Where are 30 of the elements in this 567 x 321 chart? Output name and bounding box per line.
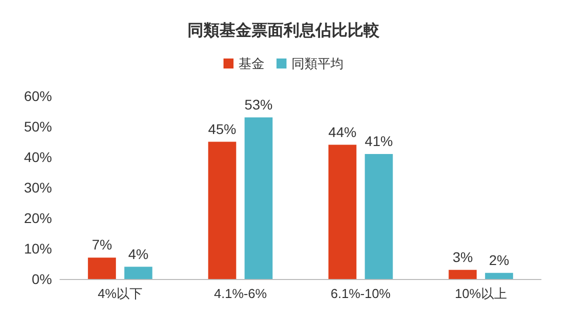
y-tick-label: 10% (24, 240, 52, 256)
x-tick-label: 4%以下 (98, 286, 143, 301)
bar (364, 154, 393, 279)
bar (328, 144, 356, 279)
y-tick-label: 0% (32, 271, 52, 287)
y-tick-label: 20% (24, 210, 52, 226)
data-label: 44% (328, 124, 356, 140)
x-tick-label: 4.1%-6% (214, 286, 268, 301)
data-label: 41% (364, 132, 393, 149)
bar (208, 142, 236, 279)
data-label: 45% (208, 120, 236, 137)
bar (485, 272, 514, 279)
x-tick-label: 6.1%-10% (330, 286, 392, 301)
bar (124, 266, 152, 279)
x-tick-label: 10%以上 (454, 286, 507, 301)
y-tick-label: 60% (24, 88, 52, 104)
chart-title: 同類基金票面利息佔比比較 (188, 22, 380, 40)
bar (244, 117, 273, 279)
data-label: 53% (244, 96, 273, 112)
legend-label: 同類平均 (292, 56, 344, 71)
y-tick-label: 40% (24, 149, 52, 165)
y-tick-label: 50% (24, 118, 52, 134)
data-label: 2% (488, 252, 510, 268)
data-label: 7% (92, 236, 112, 253)
data-label: 3% (452, 248, 473, 265)
data-label: 4% (128, 246, 148, 262)
legend-label: 基金 (238, 56, 264, 71)
bar (88, 258, 116, 279)
y-tick-label: 30% (24, 180, 52, 196)
bar (448, 270, 477, 279)
